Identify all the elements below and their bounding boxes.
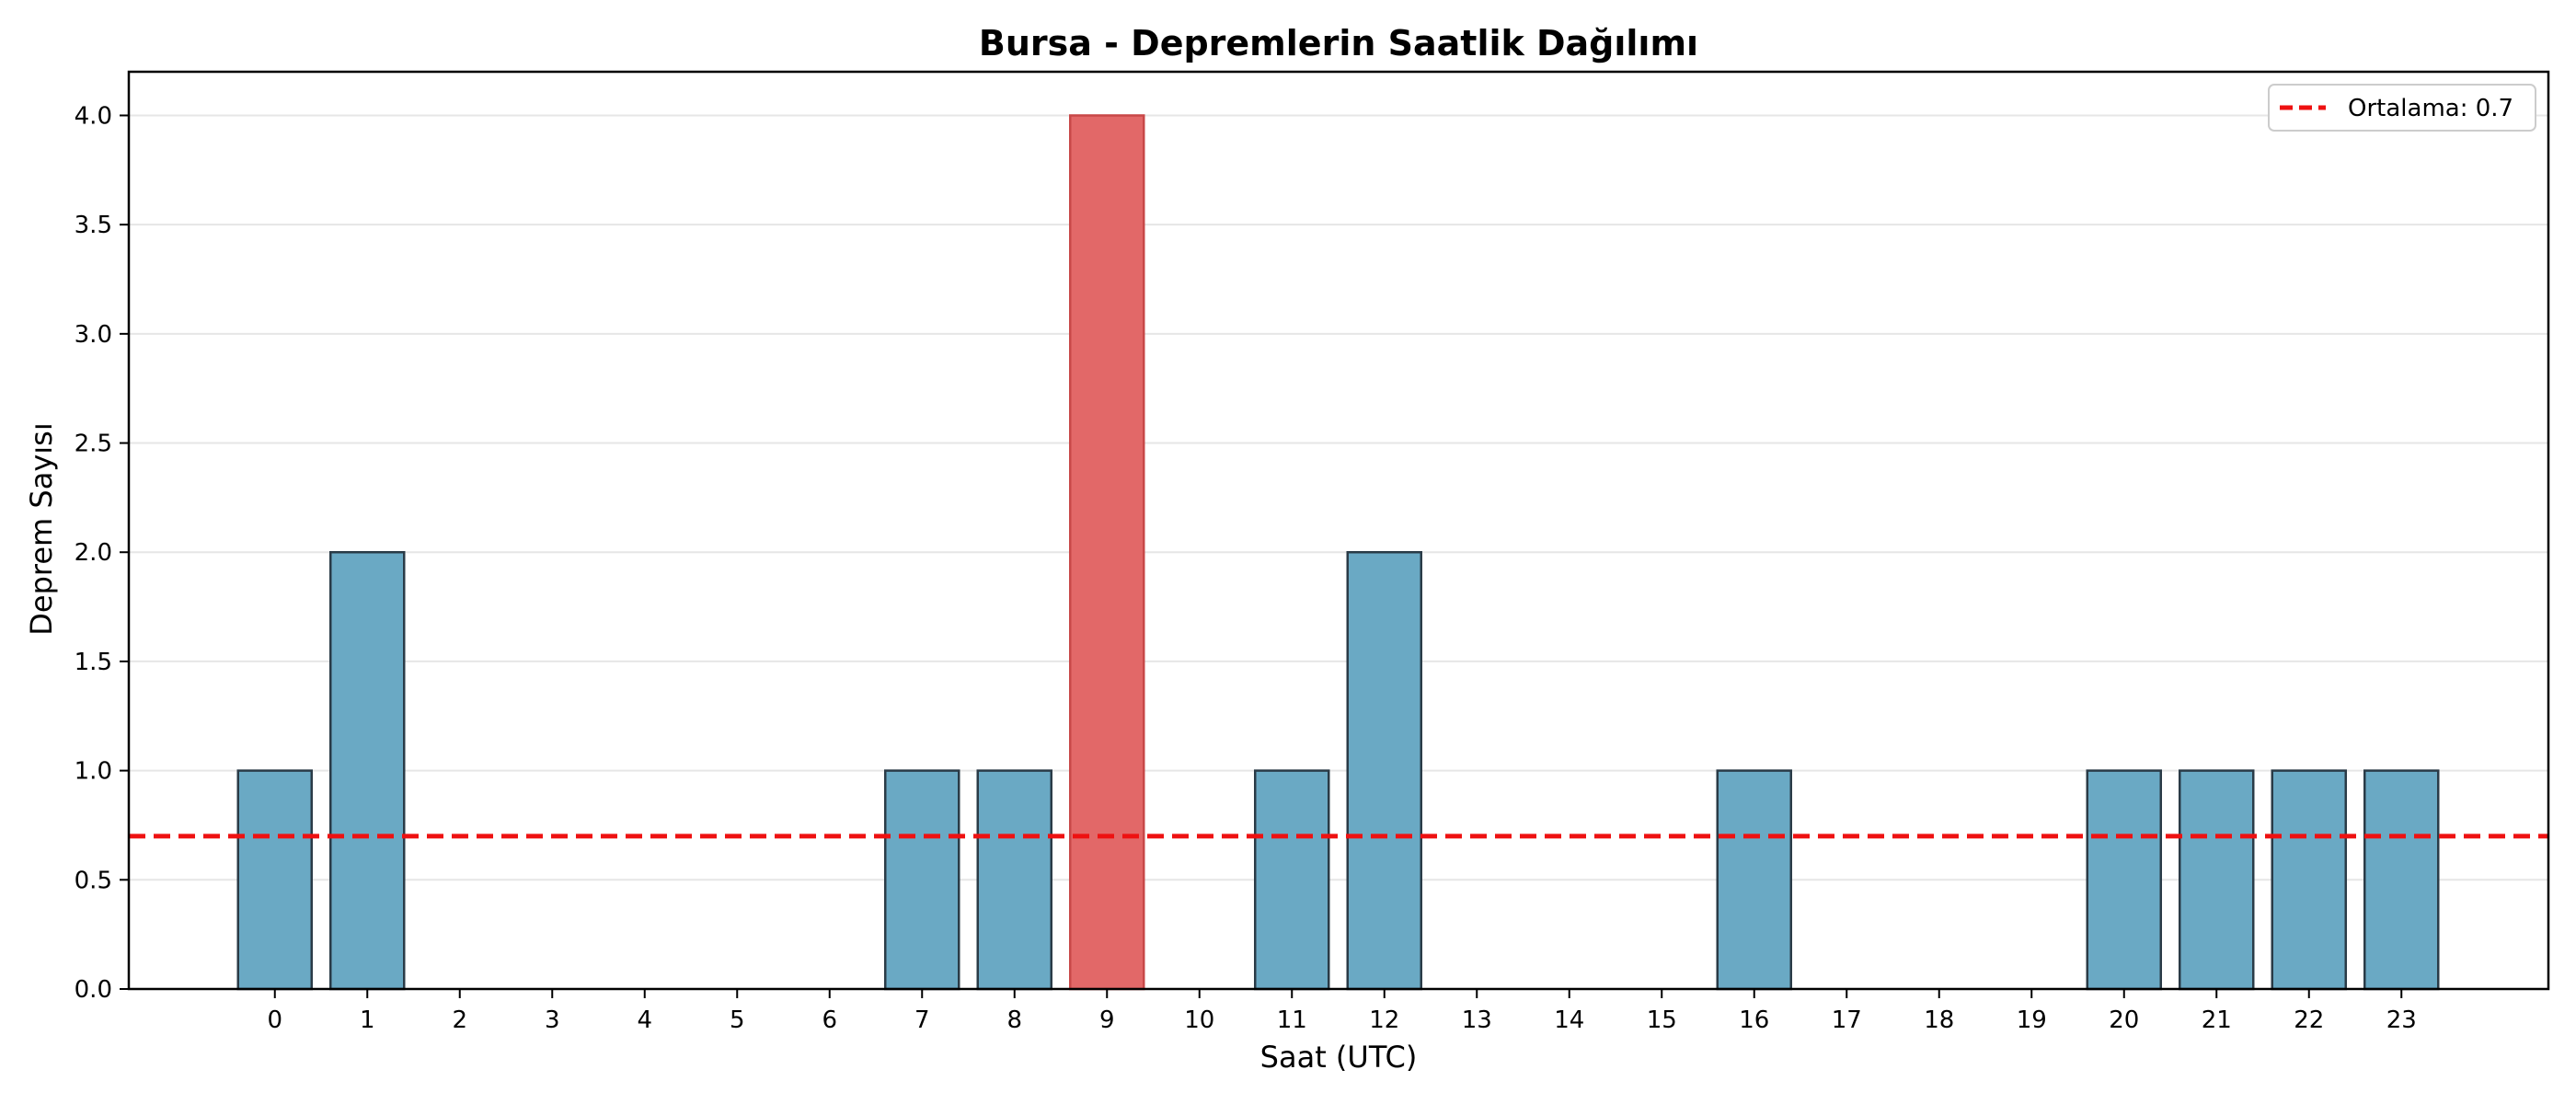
bars [236, 114, 2440, 991]
bar-hour-11 [1254, 769, 1330, 991]
ticks: 0.00.51.01.52.02.53.03.54.00 1 2 3 4 5 6 7 8 9 10 1… [75, 102, 2417, 1034]
bar-hour-9 [1069, 114, 1145, 991]
y-tick-label: 1.0 [75, 758, 112, 786]
x-tick-label: 3 [545, 1006, 560, 1034]
x-tick-label: 5 [730, 1006, 745, 1034]
plot-frame [127, 70, 2550, 991]
x-axis-label: Saat (UTC) [1260, 1040, 1418, 1075]
y-tick-label: 4.0 [75, 102, 112, 130]
y-tick-label: 0.0 [75, 976, 112, 1004]
x-tick-label: 7 [914, 1006, 930, 1034]
y-tick-label: 1.5 [75, 649, 112, 676]
x-tick-label: 18 [1924, 1006, 1954, 1034]
bar-hour-8 [976, 769, 1052, 991]
x-tick-label: 17 [1832, 1006, 1862, 1034]
chart-title: Bursa - Depremlerin Saatlik Dağılımı [979, 23, 1698, 63]
bar-hour-12 [1346, 550, 1422, 991]
bar-hour-1 [329, 550, 406, 991]
x-tick-label: 4 [637, 1006, 652, 1034]
x-tick-label: 12 [1369, 1006, 1399, 1034]
y-tick-label: 2.0 [75, 539, 112, 567]
x-tick-label: 1 [360, 1006, 375, 1034]
bar-hour-7 [884, 769, 960, 991]
bar-hour-20 [2086, 769, 2162, 991]
x-tick-label: 19 [2017, 1006, 2047, 1034]
bar-hour-16 [1716, 769, 1792, 991]
bar-hour-0 [236, 769, 313, 991]
gridlines [129, 114, 2548, 990]
bar-hour-23 [2363, 769, 2440, 991]
x-tick-label: 10 [1184, 1006, 1214, 1034]
x-tick-label: 23 [2386, 1006, 2417, 1034]
x-tick-label: 21 [2202, 1006, 2232, 1034]
y-axis-label: Deprem Sayısı [24, 422, 59, 635]
x-tick-label: 15 [1647, 1006, 1677, 1034]
y-tick-label: 3.5 [75, 212, 112, 239]
x-tick-label: 16 [1739, 1006, 1769, 1034]
x-tick-label: 9 [1099, 1006, 1115, 1034]
legend-box [2268, 84, 2536, 132]
x-tick-label: 6 [822, 1006, 837, 1034]
x-tick-label: 2 [452, 1006, 467, 1034]
x-tick-label: 22 [2294, 1006, 2324, 1034]
x-tick-label: 0 [267, 1006, 282, 1034]
legend: Ortalama: 0.7 [2268, 84, 2536, 132]
x-tick-label: 20 [2109, 1006, 2139, 1034]
x-tick-label: 8 [1006, 1006, 1022, 1034]
y-tick-label: 0.5 [75, 867, 112, 894]
axes [127, 70, 2550, 991]
y-tick-label: 2.5 [75, 431, 112, 458]
x-tick-label: 14 [1554, 1006, 1584, 1034]
x-tick-label: 13 [1462, 1006, 1492, 1034]
x-tick-label: 11 [1277, 1006, 1307, 1034]
bar-hour-21 [2179, 769, 2255, 991]
bar-hour-22 [2271, 769, 2347, 991]
legend-mean-label: Ortalama: 0.7 [2348, 95, 2513, 122]
y-tick-label: 3.0 [75, 321, 112, 349]
